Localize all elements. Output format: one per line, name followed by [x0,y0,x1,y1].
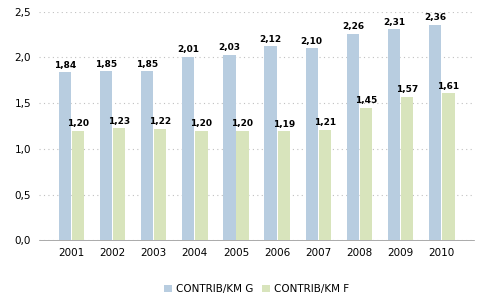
Bar [141,71,153,240]
Bar [59,72,71,240]
Bar [277,132,290,240]
Text: 1,20: 1,20 [190,119,212,128]
Bar [223,55,236,240]
Text: 2,36: 2,36 [424,13,446,22]
Bar [195,131,208,240]
Text: 2,01: 2,01 [177,45,199,54]
Text: 1,57: 1,57 [396,86,418,94]
Text: 2,26: 2,26 [342,22,364,31]
Bar [442,93,454,240]
Legend: CONTRIB/KM G, CONTRIB/KM F: CONTRIB/KM G, CONTRIB/KM F [162,282,351,293]
Text: 2,03: 2,03 [218,43,241,52]
Text: 1,84: 1,84 [54,61,76,70]
Bar [347,34,359,240]
Bar [264,47,277,240]
Text: 1,23: 1,23 [108,117,130,125]
Text: 2,12: 2,12 [259,35,282,44]
Bar [401,97,413,240]
Text: 1,85: 1,85 [136,60,158,69]
Text: 1,21: 1,21 [314,118,336,127]
Text: 1,22: 1,22 [149,117,171,127]
Bar [360,108,372,240]
Bar [236,131,249,240]
Text: 1,85: 1,85 [95,60,117,69]
Bar [72,131,84,240]
Bar [318,130,331,240]
Bar [182,57,195,240]
Bar [154,129,166,240]
Bar [388,29,400,240]
Text: 2,10: 2,10 [301,37,323,46]
Text: 1,19: 1,19 [272,120,295,129]
Text: 1,20: 1,20 [231,119,254,128]
Text: 1,61: 1,61 [437,82,459,91]
Text: 2,31: 2,31 [383,18,405,27]
Bar [113,128,125,240]
Bar [429,25,441,240]
Bar [305,48,318,240]
Bar [100,71,112,240]
Text: 1,45: 1,45 [355,96,377,105]
Text: 1,20: 1,20 [67,119,89,128]
